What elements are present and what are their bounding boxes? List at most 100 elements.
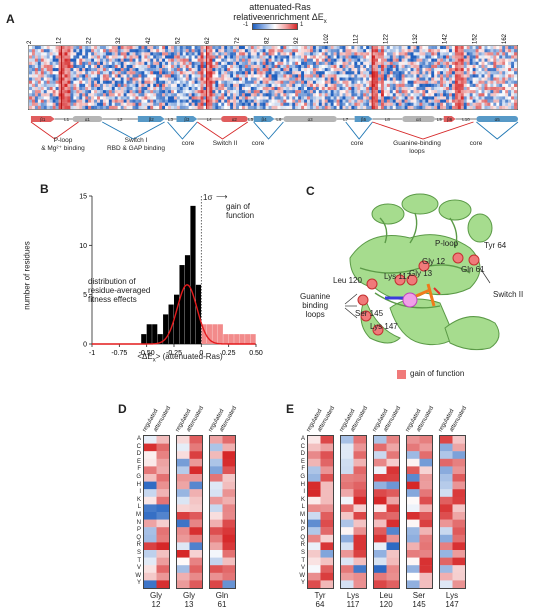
sigma-label: 1σ (203, 193, 213, 202)
histogram-bar (201, 324, 207, 344)
ss-label: α5 (495, 117, 501, 122)
ss-label: L4 (207, 117, 213, 122)
amino-acid-label: Y (300, 580, 305, 587)
ss-label: β4 (262, 117, 268, 122)
residue-name: Gly (183, 591, 195, 600)
ss-label: β2 (149, 117, 155, 122)
position-tick-label: 162 (502, 33, 508, 44)
residue-heatmap-column (209, 435, 236, 589)
fitness-histogram: 0 5 10 15 -1 -0.75 -0.50 -0.25 0 0.25 0.50 (79, 194, 263, 358)
x-tick-label: -1 (89, 350, 95, 357)
residue-number: 12 (151, 600, 161, 609)
residue-number: 13 (184, 600, 194, 609)
histogram-xlabel-tail: > (attenuated-Ras) (155, 352, 223, 361)
helix-segment (72, 116, 103, 122)
colorbar-tick-zero: 0 (262, 16, 266, 22)
ss-label: α1 (85, 117, 91, 122)
amino-acid-label: N (136, 519, 141, 526)
colorbar-tick-pos: 1 (300, 22, 304, 28)
secondary-structure-track: β1 L1 α1 L2 β2 L3 β3 L4 α2 L5 β4 L6 α3 L7 β5 L8 α4 L9 β6 L1… (30, 116, 519, 140)
amino-acid-label: R (136, 542, 141, 549)
ss-label: L8 (385, 117, 391, 122)
colorbar-tick-neg: -1 (243, 22, 249, 28)
enrichment-heatmap (28, 45, 518, 110)
amino-acid-label: N (300, 519, 305, 526)
residue-label: Gly 13 (175, 591, 203, 609)
ss-label: β1 (40, 117, 46, 122)
amino-acid-label: L (301, 504, 305, 511)
amino-acid-label: A (136, 436, 141, 442)
ss-label: α4 (416, 117, 422, 122)
position-tick-label: 142 (443, 33, 449, 44)
helix-segment (402, 116, 435, 122)
residue-heatmap-column (406, 435, 433, 589)
amino-acid-label: M (136, 511, 141, 518)
residue-name: Gly (150, 591, 162, 600)
residue-heatmap-column (143, 435, 170, 589)
ss-label: L7 (343, 117, 349, 122)
amino-acid-label: Q (300, 534, 305, 541)
amino-acid-label: R (300, 542, 305, 549)
colorbar (252, 23, 298, 30)
amino-acid-label: K (300, 496, 305, 503)
panel-a-title-sub: x (323, 18, 327, 25)
amino-acid-label: L (137, 504, 141, 511)
panel-d-letter: D (118, 402, 127, 416)
helix-segment (221, 116, 248, 122)
strand-segment (176, 116, 198, 122)
ss-label: L2 (118, 117, 124, 122)
label-gly12: Gly 12 (422, 257, 446, 266)
histogram-bar (217, 324, 223, 344)
label-guanine-loops: Guanine binding loops (300, 292, 331, 319)
position-tick-label: 2 (27, 40, 33, 44)
panel-a-title-line2-wrap: relative enrichment ΔEx (215, 12, 345, 27)
amino-acid-label: H (136, 481, 141, 488)
ss-label: L9 (437, 117, 443, 122)
amino-acid-label: G (300, 473, 305, 480)
residue-name: Ser (412, 591, 426, 600)
amino-acid-label: D (136, 451, 141, 458)
x-tick-label: -0.25 (166, 350, 182, 357)
x-tick-label: -0.75 (111, 350, 127, 357)
amino-acid-label: K (136, 496, 141, 503)
panel-a-title-line1: attenuated-Ras (249, 2, 311, 12)
amino-acid-label: I (139, 489, 141, 496)
position-tick-label: 52 (175, 37, 181, 44)
histogram-bar (239, 334, 245, 344)
position-tick-label: 42 (146, 37, 152, 44)
residue-number: 61 (217, 600, 227, 609)
amino-acid-label: V (300, 565, 305, 572)
histogram-bar (245, 334, 251, 344)
y-tick-label: 10 (79, 243, 87, 250)
label-ser145: Ser 145 (355, 309, 384, 318)
residue-label: Gly 12 (142, 591, 170, 609)
x-tick-label: -0.50 (139, 350, 155, 357)
residue-heatmap-column (340, 435, 367, 589)
label-ploop: P-loop (435, 239, 459, 248)
amino-acid-label: Q (136, 534, 141, 541)
ss-label: L1 (64, 117, 70, 122)
histogram-bar (228, 334, 234, 344)
amino-acid-label: P (300, 527, 305, 534)
label-leu120: Leu 120 (333, 276, 362, 285)
position-tick-label: 152 (472, 33, 478, 44)
histogram-bar (184, 255, 191, 344)
strand-segment (253, 116, 275, 122)
residue-name: Gln (215, 591, 229, 600)
position-tick-label: 12 (57, 37, 63, 44)
gaussian-fit-curve (92, 284, 256, 345)
annotation-ploop: P-loop & Mg²⁺ binding (41, 137, 85, 152)
strand-segment (354, 116, 373, 122)
label-tyr64: Tyr 64 (484, 241, 507, 250)
amino-acid-label: E (300, 458, 305, 465)
helix-segment (476, 116, 518, 122)
ss-label: β3 (184, 117, 190, 122)
position-tick-label: 132 (413, 33, 419, 44)
ss-label: L3 (168, 117, 174, 122)
amino-acid-label: G (136, 473, 141, 480)
annotation-switch2: Switch II (212, 140, 238, 147)
histogram-ylabel: number of residues (22, 241, 32, 310)
x-tick-label: 0.25 (222, 350, 236, 357)
